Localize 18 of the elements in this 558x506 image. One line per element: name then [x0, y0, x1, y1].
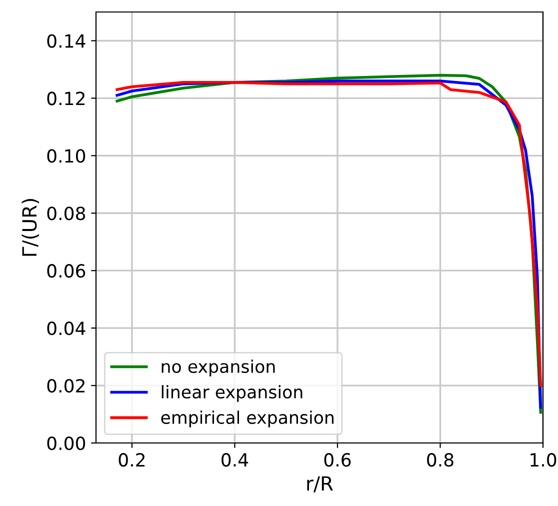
x-axis-title: r/R [307, 476, 333, 492]
legend-label: linear expansion [162, 385, 302, 402]
y-tick-label: 0.04 [47, 322, 86, 336]
x-tick-label: 1.0 [530, 453, 556, 467]
legend-label: empirical expansion [161, 410, 334, 428]
y-tick-label: 0.00 [47, 436, 86, 450]
y-tick-label: 0.12 [47, 92, 84, 106]
x-tick-label: 0.8 [427, 453, 454, 467]
x-tick-label: 0.4 [222, 453, 248, 467]
y-tick-label: 0.14 [47, 34, 86, 48]
y-tick-label: 0.02 [47, 378, 84, 393]
y-tick-label: 0.10 [47, 149, 86, 163]
y-tick-label: 0.08 [47, 206, 86, 220]
x-tick-label: 0.6 [324, 453, 351, 467]
y-tick-label: 0.06 [47, 264, 86, 278]
x-tick-label: 0.2 [118, 453, 145, 467]
y-axis-title: Γ/(UR) [22, 199, 40, 256]
legend-label: no expansion [162, 360, 275, 376]
